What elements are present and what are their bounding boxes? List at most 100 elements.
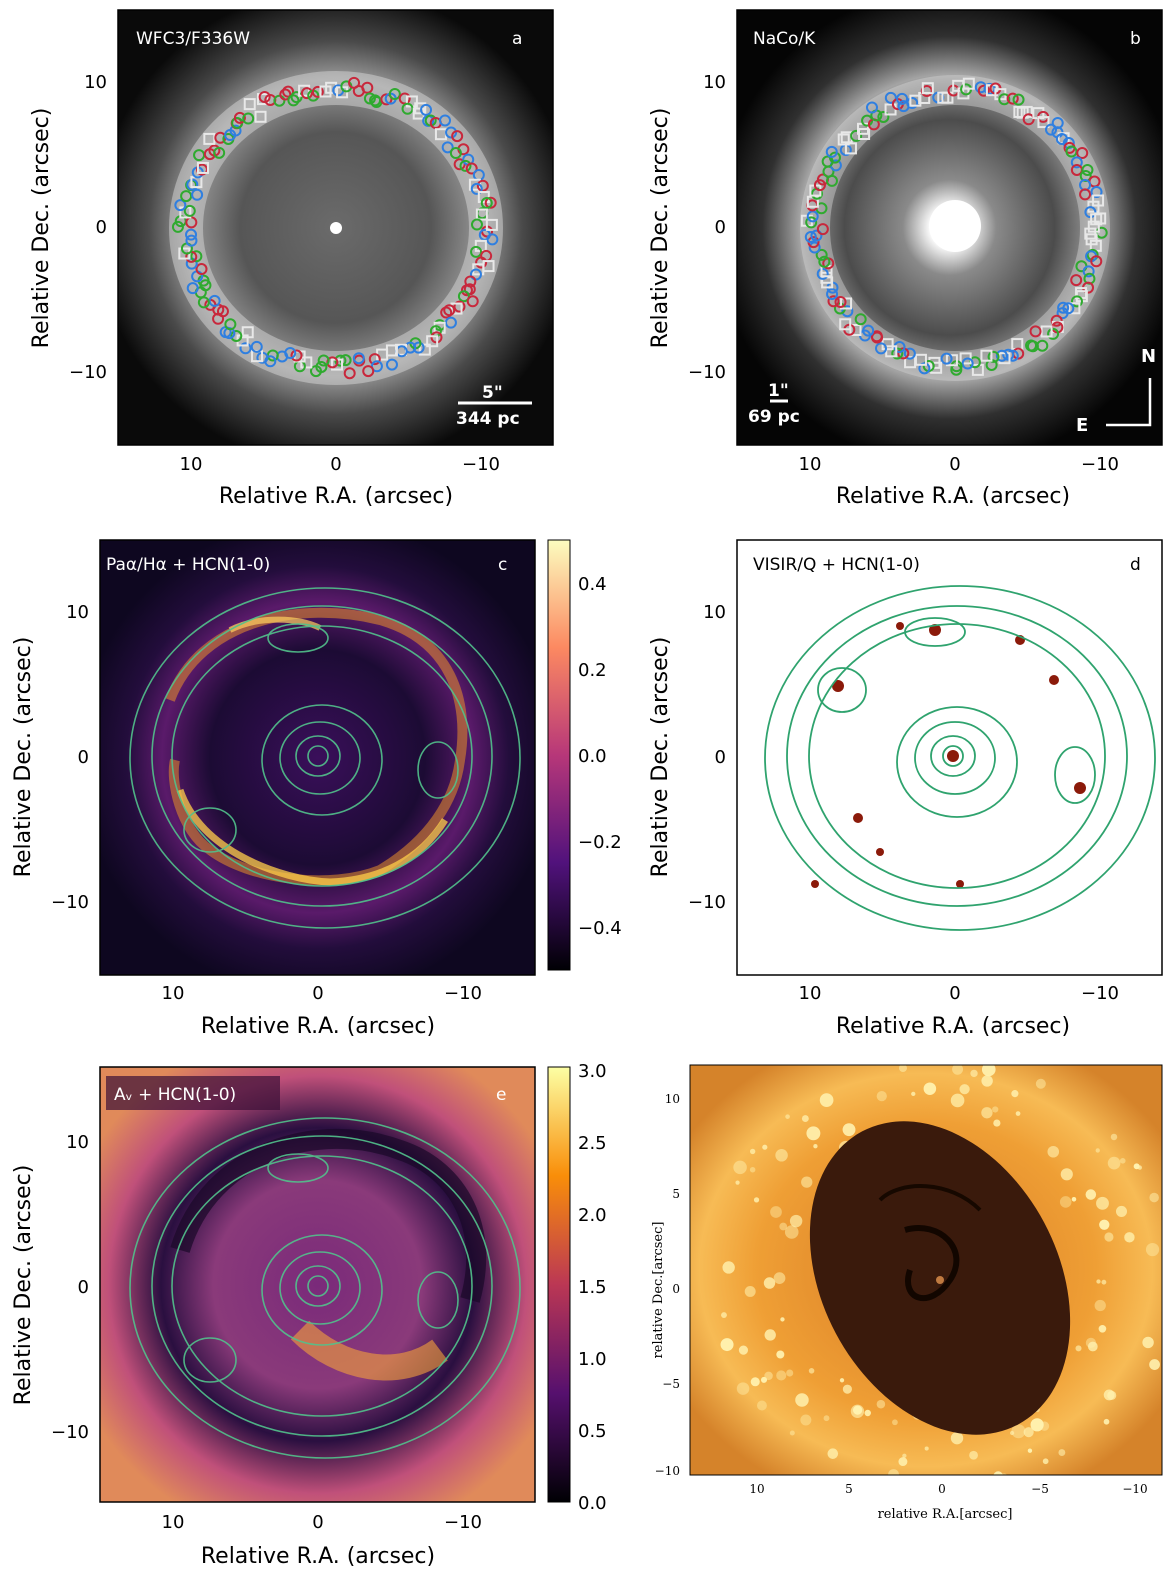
panel-d-ylabel: Relative Dec. (arcsec) <box>648 637 673 878</box>
panel-a-letter: a <box>512 29 522 49</box>
panel-f-ytick-neg10: −10 <box>655 1464 680 1478</box>
compass-east: E <box>1076 415 1088 436</box>
bright-knot <box>1059 1196 1072 1208</box>
bright-knot <box>764 1371 773 1381</box>
cluster-marker <box>1037 116 1050 129</box>
cluster-marker <box>844 142 857 155</box>
cluster-marker <box>362 365 375 378</box>
cluster-marker <box>841 305 854 318</box>
panel-f-xtick-10: 10 <box>749 1482 764 1496</box>
cluster-marker <box>388 88 401 101</box>
cluster-marker <box>180 190 193 203</box>
bright-knot <box>819 1093 834 1107</box>
compass-arrows <box>1106 378 1152 427</box>
cluster-marker <box>980 349 993 362</box>
cluster-marker <box>1086 248 1099 261</box>
cluster-marker <box>475 208 488 221</box>
bright-knot <box>853 1405 863 1415</box>
panel-e-xtick-10: 10 <box>162 1512 185 1533</box>
bright-knot <box>842 1123 856 1137</box>
panel-c-cb-tick-5: −0.4 <box>578 918 622 939</box>
panel-a-ytick-10: 10 <box>84 72 107 93</box>
cluster-marker <box>1056 307 1069 320</box>
cluster-marker <box>426 335 439 348</box>
bright-knot <box>950 1431 964 1445</box>
panel-e-ylabel: Relative Dec. (arcsec) <box>11 1165 36 1406</box>
bright-knot <box>749 1166 756 1173</box>
bright-knot <box>981 1107 993 1119</box>
bright-knot <box>721 1312 727 1319</box>
cluster-marker <box>1020 105 1033 118</box>
bright-knot <box>911 1091 916 1097</box>
bright-knot <box>966 1480 979 1493</box>
bright-knot <box>1075 1345 1082 1352</box>
cluster-marker <box>1070 295 1083 308</box>
cluster-marker <box>445 126 458 139</box>
bright-knot <box>736 1382 750 1395</box>
panel-d-xtick-10: 10 <box>799 983 822 1004</box>
cluster-marker <box>840 297 853 310</box>
cluster-marker <box>1095 226 1108 239</box>
bright-knot <box>1107 1156 1121 1170</box>
panel-f-xtick-5: 5 <box>845 1482 853 1496</box>
cluster-marker <box>174 199 187 212</box>
cluster-marker <box>203 132 216 145</box>
cluster-marker <box>839 318 852 331</box>
panel-d-xlabel: Relative R.A. (arcsec) <box>836 1014 1070 1039</box>
panel-d-ytick-0: 0 <box>715 747 726 768</box>
panel-e-frame <box>99 1066 536 1503</box>
bright-knot <box>1011 1424 1026 1439</box>
panel-a-xtick-10: 10 <box>180 454 203 475</box>
bright-knot <box>898 1457 908 1467</box>
panel-b-xtick-10: 10 <box>799 454 822 475</box>
panel-e-cb-tick-3: 2.0 <box>578 1205 607 1226</box>
bright-knot <box>789 1214 803 1228</box>
cluster-marker <box>444 316 457 329</box>
cluster-marker <box>1070 274 1083 287</box>
bright-knot <box>1071 1197 1077 1202</box>
cluster-marker <box>460 284 473 297</box>
panel-c-ylabel: Relative Dec. (arcsec) <box>11 637 36 878</box>
panel-b-letter: b <box>1130 29 1141 49</box>
cluster-marker <box>186 282 199 295</box>
bright-knot <box>795 1393 809 1407</box>
cluster-marker <box>977 84 990 97</box>
bright-knot <box>924 1446 929 1451</box>
bright-knot <box>1115 1205 1128 1217</box>
panel-a-ytick-neg10: −10 <box>69 362 107 383</box>
compass-north: N <box>1141 346 1156 367</box>
cluster-marker <box>906 97 919 110</box>
cluster-marker <box>1025 339 1038 352</box>
cluster-marker <box>1090 185 1103 198</box>
panel-c-letter: c <box>498 555 507 575</box>
cluster-marker <box>1006 92 1019 105</box>
bright-knot <box>775 1149 788 1162</box>
panel-d-letter: d <box>1130 555 1141 575</box>
bright-knot <box>776 1370 787 1381</box>
panel-c-ytick-10: 10 <box>66 602 89 623</box>
cluster-marker <box>1057 301 1070 314</box>
cluster-marker <box>334 354 347 367</box>
bright-knot <box>750 1377 760 1387</box>
cluster-marker <box>485 218 498 231</box>
bright-knot <box>764 1329 776 1341</box>
cluster-marker <box>904 356 917 369</box>
bright-knot <box>1027 1448 1033 1453</box>
bright-knot <box>779 1222 788 1231</box>
panel-d-ytick-10: 10 <box>703 602 726 623</box>
cluster-marker <box>877 110 890 123</box>
panel-e-cb-tick-5: 1.0 <box>578 1349 607 1370</box>
bright-knot <box>1124 1232 1135 1243</box>
panel-b-xlabel: Relative R.A. (arcsec) <box>836 484 1070 509</box>
panel-f-ylabel: relative Dec.[arcsec] <box>651 1222 666 1359</box>
bright-knot <box>1119 1157 1126 1164</box>
bright-knot <box>876 1091 887 1102</box>
bright-knot <box>784 1225 799 1239</box>
cluster-marker <box>998 93 1011 106</box>
panel-a: WFC3/F336W a 5" 344 pc 10 0 −10 10 0 −10… <box>29 9 554 509</box>
panel-f-frame <box>689 1064 1163 1476</box>
cluster-marker <box>475 256 488 269</box>
cluster-marker <box>326 356 339 369</box>
bright-knot <box>753 1197 760 1203</box>
